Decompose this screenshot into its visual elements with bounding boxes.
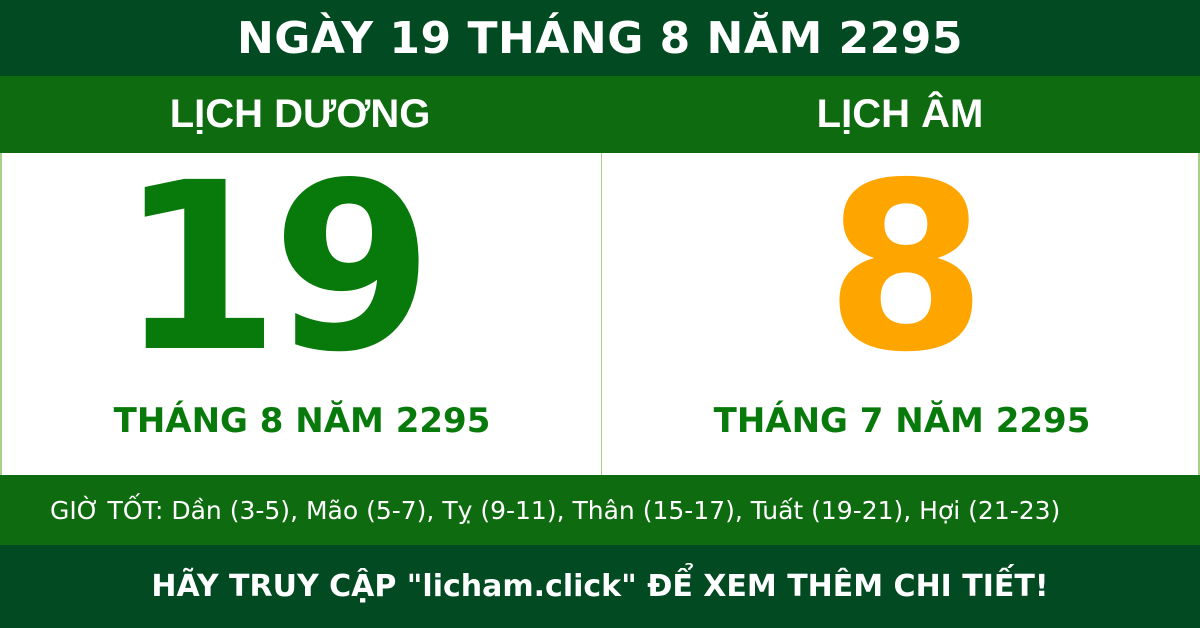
solar-month-column: THÁNG 8 NĂM 2295 — [2, 153, 602, 475]
lunar-calendar-label: LỊCH ÂM — [816, 92, 984, 136]
solar-day: 19 — [118, 133, 434, 403]
lunar-month-year: THÁNG 7 NĂM 2295 — [713, 401, 1091, 441]
divider — [601, 153, 602, 475]
solar-calendar-label: LỊCH DƯƠNG — [169, 92, 431, 136]
lunar-day: 8 — [825, 133, 986, 403]
footer-cta: HÃY TRUY CẬP "licham.click" ĐỂ XEM THÊM … — [0, 545, 1200, 628]
calendar-headers: LỊCH DƯƠNG LỊCH ÂM — [0, 76, 1200, 153]
good-hours: GIỜ TỐT: Dần (3-5), Mão (5-7), Tỵ (9-11)… — [0, 475, 1200, 545]
solar-month-year: THÁNG 8 NĂM 2295 — [113, 401, 491, 441]
page-title: NGÀY 19 THÁNG 8 NĂM 2295 — [0, 0, 1200, 76]
solar-column: 19 — [0, 143, 572, 475]
calendar-body: 19 THÁNG 8 NĂM 2295 8 THÁNG 7 NĂM 2295 — [0, 143, 1200, 475]
lunar-column: 8 THÁNG 7 NĂM 2295 — [602, 143, 1200, 475]
